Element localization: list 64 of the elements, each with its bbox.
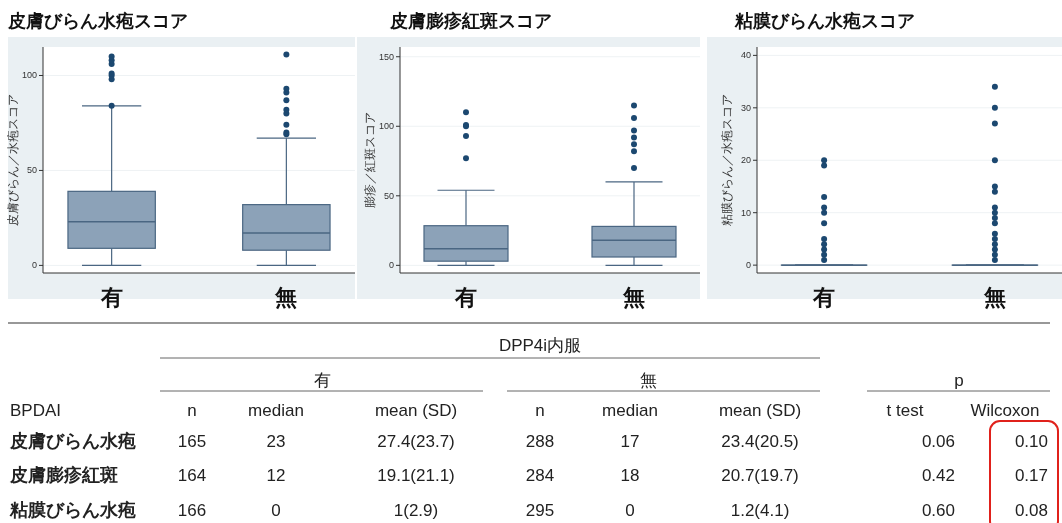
y-tick-label: 150	[378, 51, 394, 62]
text: median	[248, 401, 304, 420]
text: 0.42	[921, 466, 955, 485]
text: 0	[625, 501, 635, 520]
text: 皮膚びらん水疱	[9, 431, 136, 451]
text: 164	[177, 466, 207, 485]
y-axis-title: 膨疹／紅斑スコア	[363, 112, 377, 208]
chart-title: 粘膜びらん水疱スコア	[734, 11, 915, 31]
x-tick-label: 有	[99, 285, 123, 310]
y-tick-label: 50	[26, 165, 37, 176]
text: 19.1(21.1)	[377, 466, 455, 485]
text: mean (SD)	[374, 401, 458, 420]
text: 17	[620, 432, 640, 451]
x-tick-label: 無	[622, 285, 645, 310]
y-tick-label: 0	[745, 260, 751, 271]
chart-title: 皮膚びらん水疱スコア	[7, 11, 188, 31]
text: median	[602, 401, 658, 420]
text: 0.06	[921, 432, 955, 451]
y-axis-title: 粘膜びらん／水疱スコア	[720, 94, 734, 226]
text: 0.17	[1014, 466, 1048, 485]
text: n	[535, 401, 545, 420]
text: 165	[177, 432, 207, 451]
text: 166	[177, 501, 207, 520]
text: n	[187, 401, 197, 420]
y-tick-label: 40	[740, 50, 751, 61]
text: 0.10	[1014, 432, 1048, 451]
text: 1.2(4.1)	[730, 501, 790, 520]
y-tick-label: 0	[31, 260, 37, 271]
text: 284	[525, 466, 555, 485]
text: mean (SD)	[718, 401, 802, 420]
y-tick-label: 10	[740, 207, 751, 218]
y-tick-label: 50	[383, 190, 394, 201]
y-axis-title: 皮膚びらん／水疱スコア	[6, 94, 20, 226]
text: 皮膚膨疹紅斑	[9, 465, 118, 485]
text: 0.08	[1014, 501, 1048, 520]
y-tick-label: 100	[21, 70, 37, 81]
text: 0.60	[921, 501, 955, 520]
text: DPP4i内服	[498, 336, 582, 355]
text: 無	[639, 371, 657, 390]
x-tick-label: 無	[274, 285, 298, 310]
text: p	[954, 371, 964, 390]
y-tick-label: 0	[388, 260, 394, 271]
chart-title: 皮膚膨疹紅斑スコア	[389, 11, 552, 31]
text: 20.7(19.7)	[721, 466, 799, 485]
y-tick-label: 100	[378, 121, 394, 132]
y-tick-label: 20	[740, 155, 751, 166]
text: 23.4(20.5)	[721, 432, 799, 451]
text: 有	[313, 371, 331, 390]
x-tick-label: 無	[982, 285, 1006, 310]
text: 1(2.9)	[393, 501, 439, 520]
text: 12	[266, 466, 286, 485]
y-tick-label: 30	[740, 102, 751, 113]
text: 295	[525, 501, 555, 520]
text: BPDAI	[10, 401, 62, 420]
text: 23	[266, 432, 286, 451]
text: t test	[886, 401, 924, 420]
text: 27.4(23.7)	[377, 432, 455, 451]
x-tick-label: 有	[812, 285, 836, 310]
text: 288	[525, 432, 555, 451]
text: 0	[271, 501, 281, 520]
text: 粘膜びらん水疱	[9, 500, 136, 520]
x-tick-label: 有	[454, 285, 477, 310]
text: 18	[620, 466, 640, 485]
text: Wilcoxon	[970, 401, 1040, 420]
